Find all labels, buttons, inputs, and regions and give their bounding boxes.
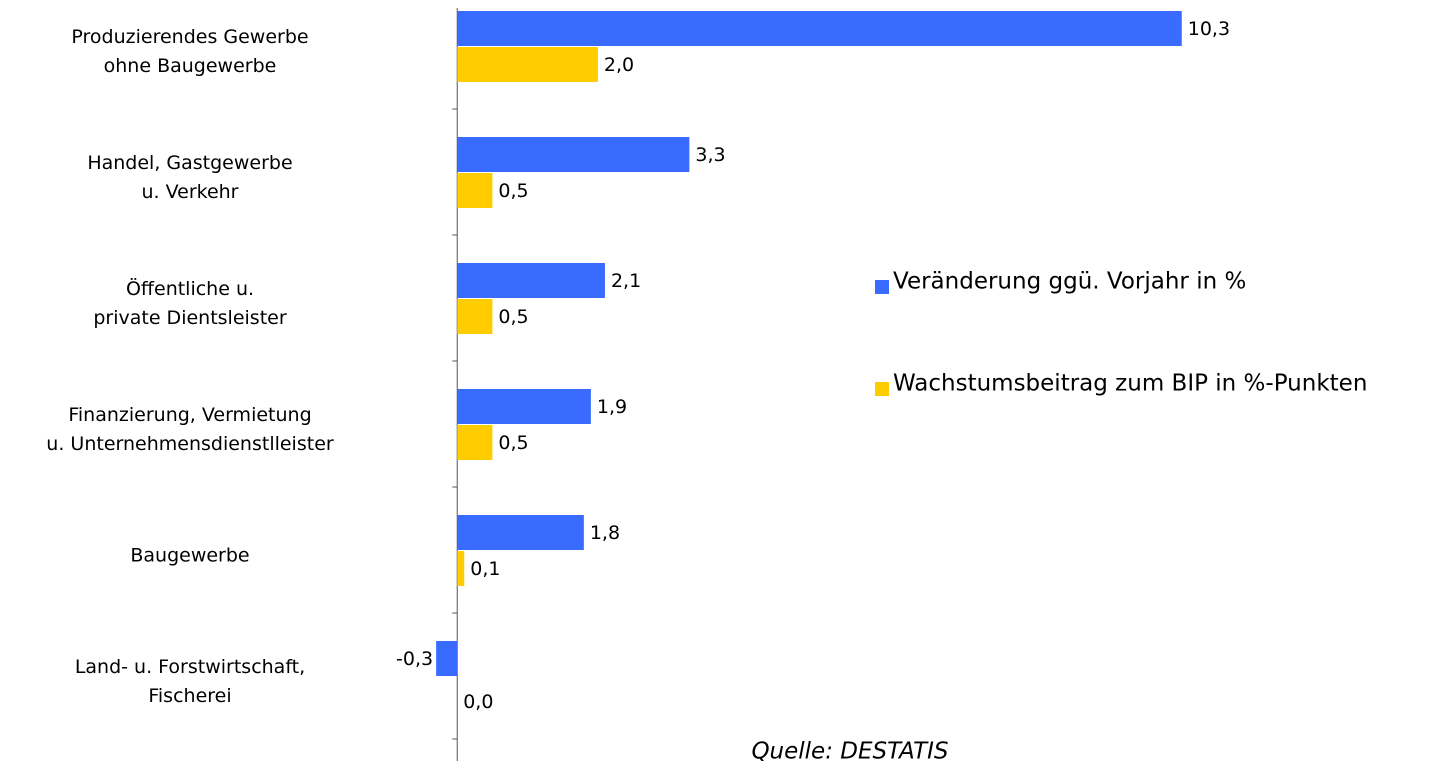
category-label: Finanzierung, Vermietung bbox=[68, 404, 311, 426]
bar bbox=[457, 299, 493, 334]
value-label: 0,5 bbox=[498, 306, 528, 328]
value-label: -0,3 bbox=[396, 648, 433, 670]
bar bbox=[457, 11, 1182, 46]
bar bbox=[457, 515, 584, 550]
value-label: 1,9 bbox=[597, 396, 627, 418]
bar bbox=[457, 173, 493, 208]
category-label: private Dientsleister bbox=[93, 307, 286, 329]
bar bbox=[457, 551, 465, 586]
category-label: Produzierendes Gewerbe bbox=[71, 26, 308, 48]
category-label: Land- u. Forstwirtschaft, bbox=[75, 656, 305, 678]
value-label: 10,3 bbox=[1188, 18, 1230, 40]
bar bbox=[457, 137, 690, 172]
value-label: 2,1 bbox=[611, 270, 641, 292]
bar bbox=[457, 425, 493, 460]
value-label: 2,0 bbox=[604, 54, 634, 76]
category-label: u. Verkehr bbox=[141, 181, 238, 203]
legend-label: Wachstumsbeitrag zum BIP in %-Punkten bbox=[893, 371, 1367, 397]
value-label: 3,3 bbox=[695, 144, 725, 166]
bar bbox=[457, 47, 598, 82]
bar bbox=[436, 641, 458, 676]
value-label: 0,5 bbox=[498, 432, 528, 454]
value-label: 0,0 bbox=[463, 691, 493, 713]
bar bbox=[457, 263, 605, 298]
source: Quelle: DESTATIS bbox=[751, 739, 948, 761]
value-label: 1,8 bbox=[590, 522, 620, 544]
category-label: Handel, Gastgewerbe bbox=[87, 152, 292, 174]
legend-label: Veränderung ggü. Vorjahr in % bbox=[893, 269, 1246, 295]
value-label: 0,1 bbox=[470, 558, 500, 580]
category-label: u. Unternehmensdienstlleister bbox=[46, 433, 334, 455]
category-label: Fischerei bbox=[148, 685, 231, 707]
legend-swatch bbox=[875, 280, 889, 294]
value-label: 0,5 bbox=[498, 180, 528, 202]
bar bbox=[457, 389, 591, 424]
category-label: Öffentliche u. bbox=[126, 277, 254, 300]
category-label: ohne Baugewerbe bbox=[104, 55, 277, 77]
category-label: Baugewerbe bbox=[130, 545, 249, 567]
legend-swatch bbox=[875, 382, 889, 396]
